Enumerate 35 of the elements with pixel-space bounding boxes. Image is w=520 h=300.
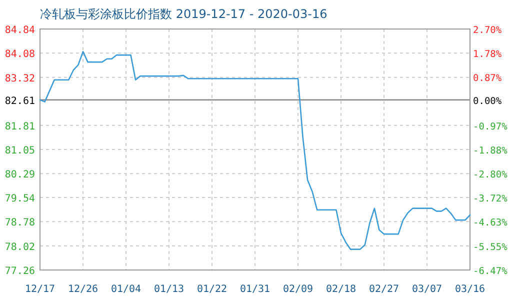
y-tick-label: 78.78 — [4, 218, 35, 229]
y-tick-label: 79.54 — [4, 194, 35, 205]
chart-title: 冷轧板与彩涂板比价指数 2019-12-17 - 2020-03-16 — [40, 7, 328, 21]
x-tick-label: 01/31 — [240, 284, 270, 295]
y-tick-label: 77.26 — [4, 266, 35, 277]
x-tick-label: 02/09 — [282, 284, 314, 295]
y2-tick-label: -2.80% — [473, 170, 508, 181]
y2-tick-label: 0.87% — [473, 73, 502, 84]
y2-tick-label: 0.00% — [473, 96, 502, 107]
x-tick-label: 01/13 — [154, 284, 184, 295]
x-tick-label: 12/26 — [68, 284, 98, 295]
y2-tick-label: -5.55% — [473, 242, 508, 253]
y-tick-label: 78.02 — [4, 242, 35, 253]
line-series — [39, 50, 471, 250]
y-tick-label: 84.84 — [4, 25, 35, 36]
y-tick-label: 80.29 — [4, 170, 35, 181]
y2-tick-label: -4.63% — [473, 218, 508, 229]
y2-tick-label: -6.47% — [473, 266, 508, 277]
y2-tick-label: 2.70% — [473, 25, 502, 36]
x-tick-label: 02/27 — [368, 284, 400, 295]
x-tick-label: 12/17 — [24, 284, 56, 295]
x-tick-label: 02/18 — [326, 284, 356, 295]
y-tick-label: 81.81 — [4, 121, 35, 132]
y-tick-label: 83.32 — [4, 73, 35, 84]
x-tick-label: 03/07 — [412, 284, 442, 295]
y2-tick-label: -3.72% — [473, 194, 508, 205]
y-tick-label: 81.05 — [4, 146, 35, 156]
y2-tick-label: -1.88% — [473, 145, 508, 156]
x-tick-label: 03/16 — [454, 284, 486, 295]
y-tick-label: 84.08 — [4, 49, 35, 60]
x-tick-label: 01/04 — [110, 284, 142, 295]
y2-tick-label: 1.78% — [473, 49, 502, 60]
y-tick-label: 82.61 — [4, 96, 35, 107]
x-tick-label: 01/22 — [196, 284, 228, 295]
y2-tick-label: -0.97% — [473, 121, 508, 132]
